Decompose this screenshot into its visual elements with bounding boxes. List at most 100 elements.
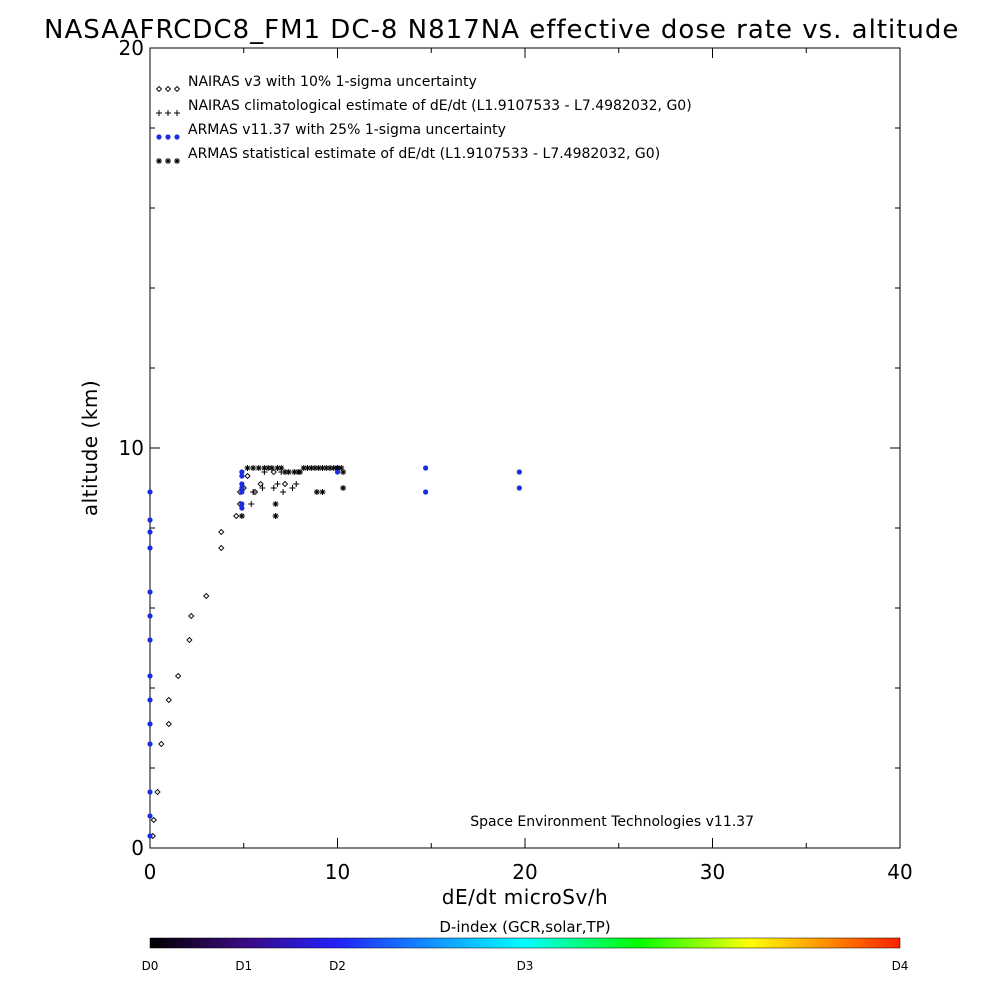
series-4 bbox=[238, 465, 347, 519]
data-point bbox=[340, 485, 347, 491]
data-point bbox=[304, 465, 311, 471]
colorbar-label: D1 bbox=[235, 959, 252, 973]
y-tick-label: 10 bbox=[119, 436, 144, 460]
data-point bbox=[268, 465, 275, 471]
data-point bbox=[327, 465, 333, 471]
data-point bbox=[259, 485, 266, 491]
data-point bbox=[334, 469, 341, 475]
data-point bbox=[308, 465, 315, 471]
data-point bbox=[282, 469, 288, 475]
data-point bbox=[239, 489, 245, 495]
x-tick-label: 10 bbox=[325, 860, 350, 884]
colorbar-label: D0 bbox=[142, 959, 159, 973]
chart-title: NASAAFRCDC8_FM1 DC-8 N817NA effective do… bbox=[44, 15, 959, 45]
legend-marker bbox=[174, 134, 180, 140]
legend-label: NAIRAS v3 with 10% 1-sigma uncertainty bbox=[188, 74, 477, 90]
data-point bbox=[285, 469, 292, 475]
data-point bbox=[261, 465, 268, 471]
legend-label: ARMAS statistical estimate of dE/dt (L1.… bbox=[188, 146, 660, 162]
data-point bbox=[244, 465, 251, 471]
data-point bbox=[323, 465, 330, 471]
y-tick-label: 0 bbox=[131, 836, 144, 860]
data-point bbox=[239, 485, 245, 491]
x-tick-labels: 0 10 20 30 40 bbox=[144, 860, 913, 884]
data-point bbox=[165, 696, 172, 704]
legend-marker bbox=[165, 134, 171, 140]
data-point bbox=[516, 485, 522, 491]
colorbar-label: D4 bbox=[892, 959, 909, 973]
data-point bbox=[315, 465, 322, 471]
data-point bbox=[218, 544, 225, 552]
data-point bbox=[165, 720, 172, 728]
data-point bbox=[147, 741, 153, 747]
data-point bbox=[147, 789, 153, 795]
data-point bbox=[174, 672, 182, 680]
legend-marker bbox=[174, 110, 180, 116]
x-tick-label: 40 bbox=[887, 860, 912, 884]
data-point bbox=[147, 517, 153, 523]
y-tick-label: 20 bbox=[119, 36, 144, 60]
axis-ticks bbox=[149, 47, 901, 849]
data-point bbox=[265, 465, 272, 471]
data-points bbox=[147, 465, 522, 840]
data-point bbox=[147, 813, 153, 819]
x-tick-label: 30 bbox=[700, 860, 725, 884]
series-2 bbox=[248, 469, 300, 519]
legend-label: NAIRAS climatological estimate of dE/dt … bbox=[188, 98, 692, 114]
data-point bbox=[250, 489, 257, 495]
data-point bbox=[244, 472, 251, 480]
legend-marker bbox=[173, 85, 181, 93]
legend-marker bbox=[156, 134, 162, 140]
data-point bbox=[334, 465, 341, 471]
data-point bbox=[297, 469, 303, 475]
legend: NAIRAS v3 with 10% 1-sigma uncertainty NA… bbox=[155, 74, 692, 164]
colorbar-label: D2 bbox=[329, 959, 346, 973]
data-point bbox=[293, 481, 300, 487]
data-point bbox=[516, 469, 522, 475]
data-point bbox=[239, 501, 245, 507]
data-point bbox=[147, 613, 153, 619]
data-point bbox=[423, 465, 429, 471]
data-point bbox=[289, 485, 296, 491]
data-point bbox=[218, 528, 225, 536]
plot-frame bbox=[149, 47, 901, 849]
data-point bbox=[291, 469, 298, 475]
data-point bbox=[203, 592, 210, 600]
data-point bbox=[147, 529, 153, 535]
legend-marker bbox=[165, 110, 171, 116]
data-point bbox=[330, 465, 337, 471]
data-point bbox=[338, 465, 345, 471]
data-point bbox=[147, 489, 153, 495]
credit-label: Space Environment Technologies v11.37 bbox=[470, 814, 754, 830]
data-point bbox=[158, 740, 165, 748]
data-point bbox=[147, 721, 153, 727]
data-point bbox=[147, 545, 153, 551]
x-tick-label: 0 bbox=[144, 860, 157, 884]
data-point bbox=[278, 465, 285, 471]
data-point bbox=[312, 465, 318, 471]
legend-marker bbox=[156, 158, 162, 164]
data-point bbox=[281, 480, 289, 488]
data-point bbox=[188, 612, 195, 620]
data-point bbox=[270, 468, 277, 476]
legend-marker bbox=[174, 158, 180, 164]
data-point bbox=[274, 465, 281, 471]
data-point bbox=[313, 489, 320, 495]
data-point bbox=[239, 473, 245, 479]
data-point bbox=[270, 485, 277, 491]
colorbar-title: D-index (GCR,solar,TP) bbox=[439, 918, 610, 936]
x-tick-label: 20 bbox=[512, 860, 537, 884]
legend-marker bbox=[155, 85, 163, 93]
data-point bbox=[147, 637, 153, 643]
data-point bbox=[147, 589, 153, 595]
colorbar bbox=[149, 937, 901, 949]
data-point bbox=[147, 833, 153, 839]
data-point bbox=[239, 481, 245, 487]
colorbar-label: D3 bbox=[517, 959, 534, 973]
y-axis-label: altitude (km) bbox=[78, 380, 102, 516]
data-point bbox=[340, 469, 347, 475]
legend-marker bbox=[164, 85, 172, 93]
data-point bbox=[280, 489, 287, 495]
data-point bbox=[423, 489, 429, 495]
